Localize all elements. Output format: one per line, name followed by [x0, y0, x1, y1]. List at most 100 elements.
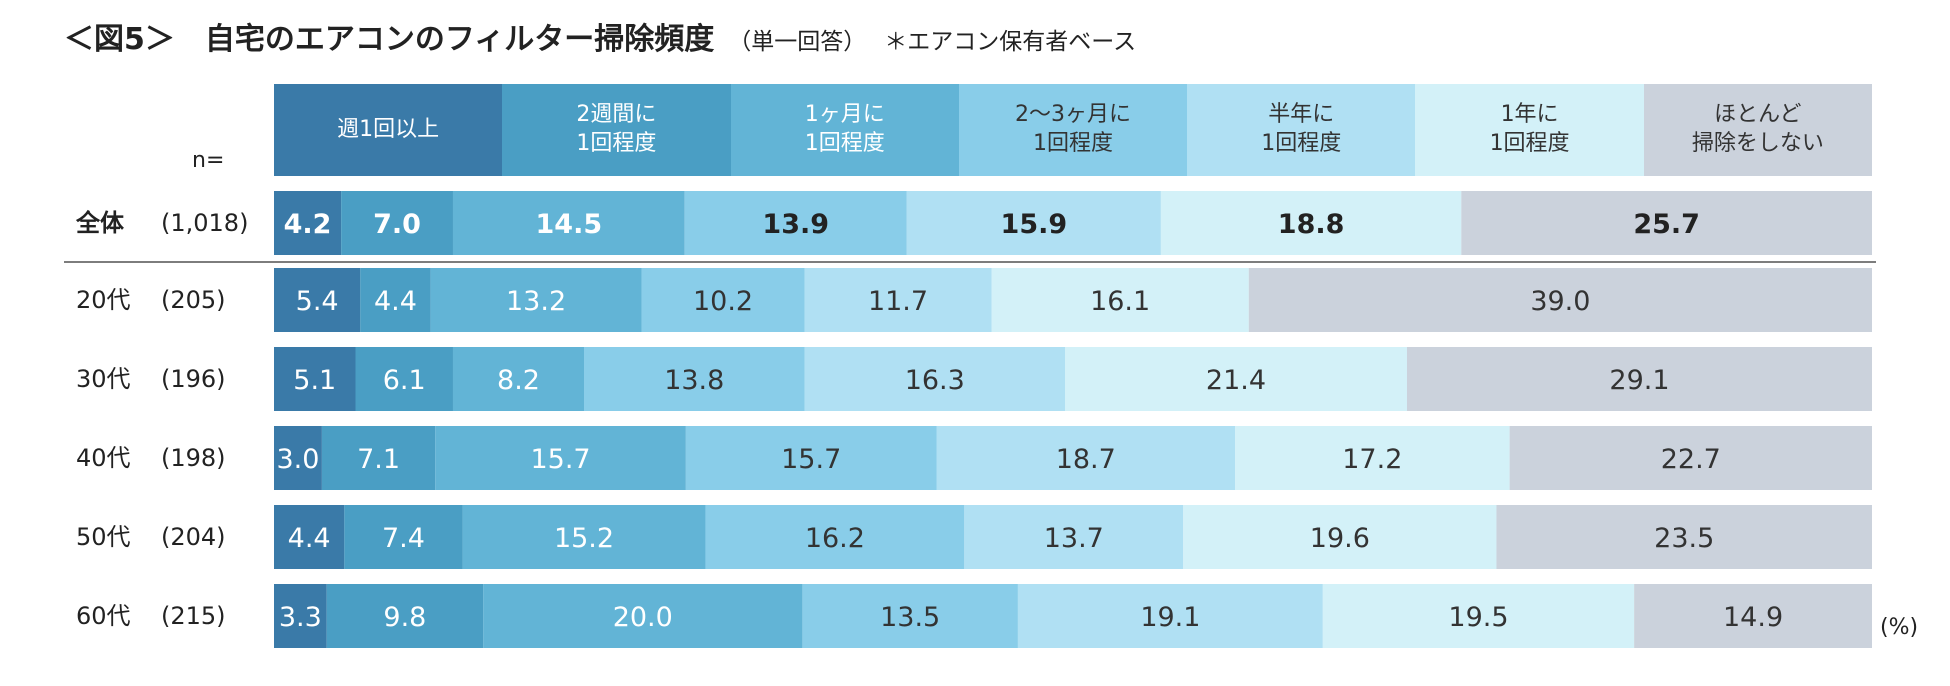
bar-segment — [1248, 268, 1872, 332]
base-note: ＊エアコン保有者ベース — [884, 29, 1137, 55]
bar-segment — [802, 584, 1018, 648]
data-label: 3.0 — [276, 444, 319, 475]
chart-title: ＜図5＞ 自宅のエアコンのフィルター掃除頻度 — [64, 22, 715, 57]
bar-segment — [274, 268, 361, 332]
row-label: 60代 — [76, 602, 131, 630]
row-n: (204) — [161, 523, 226, 551]
bar-segment — [435, 426, 686, 490]
bar-segment — [1634, 584, 1872, 648]
bar-segment — [1461, 191, 1872, 255]
bar-segment — [360, 268, 431, 332]
data-label: 16.2 — [805, 523, 865, 554]
bar-segment — [462, 505, 706, 569]
data-label: 16.1 — [1090, 286, 1150, 317]
legend-header-cell: 半年に 1回程度 — [1187, 84, 1416, 176]
row-label: 20代 — [76, 286, 131, 314]
bar-segment — [1065, 347, 1407, 411]
row-label: 全体 — [75, 209, 125, 237]
data-label: 5.1 — [293, 365, 336, 396]
data-label: 6.1 — [383, 365, 426, 396]
legend-header-cell: 1ヶ月に 1回程度 — [730, 84, 959, 176]
bar-segment — [804, 347, 1066, 411]
data-label: 7.1 — [357, 444, 400, 475]
bar-segment — [321, 426, 436, 490]
unit-label: (%) — [1880, 615, 1919, 640]
bar-segment — [341, 191, 453, 255]
chart-subtitle: （単一回答） — [728, 29, 867, 55]
data-label: 22.7 — [1661, 444, 1721, 475]
bar-segment — [452, 191, 685, 255]
data-label: 4.2 — [284, 209, 332, 240]
data-label: 9.8 — [383, 602, 426, 633]
legend-header-cell: 2週間に 1回程度 — [502, 84, 731, 176]
bar-segment — [274, 584, 327, 648]
data-label: 13.8 — [664, 365, 724, 396]
data-label: 14.5 — [536, 209, 603, 240]
row-label: 50代 — [76, 523, 131, 551]
data-label: 4.4 — [374, 286, 417, 317]
data-label: 23.5 — [1654, 523, 1714, 554]
data-label: 25.7 — [1633, 209, 1700, 240]
data-label: 29.1 — [1609, 365, 1669, 396]
legend-header-cell: 1年に 1回程度 — [1415, 84, 1644, 176]
data-label: 10.2 — [693, 286, 753, 317]
bar-segment — [1406, 347, 1872, 411]
bar-segment — [1322, 584, 1635, 648]
legend-header-cell: ほとんど 掃除をしない — [1643, 84, 1872, 176]
data-label: 15.2 — [554, 523, 614, 554]
data-label: 5.4 — [296, 286, 339, 317]
data-label: 11.7 — [868, 286, 928, 317]
data-label: 3.3 — [279, 602, 322, 633]
row-n: (205) — [161, 286, 226, 314]
legend-header-cell: 週1回以上 — [274, 84, 503, 176]
row-n: (215) — [161, 602, 226, 630]
data-label: 13.9 — [762, 209, 829, 240]
bar-segment — [344, 505, 463, 569]
bar-segment — [355, 347, 453, 411]
bar-segment — [641, 268, 805, 332]
data-label: 39.0 — [1530, 286, 1590, 317]
data-label: 19.1 — [1140, 602, 1200, 633]
bar-segment — [1509, 426, 1872, 490]
legend-header-cell: 2〜3ヶ月に 1回程度 — [958, 84, 1188, 176]
bar-segment — [1017, 584, 1323, 648]
bar-segment — [936, 426, 1236, 490]
data-label: 18.8 — [1278, 209, 1345, 240]
data-label: 8.2 — [497, 365, 540, 396]
data-label: 15.9 — [1001, 209, 1068, 240]
data-label: 7.4 — [382, 523, 425, 554]
bar-segment — [274, 347, 356, 411]
data-label: 15.7 — [781, 444, 841, 475]
bar-segment — [1160, 191, 1462, 255]
bar-segment — [1235, 426, 1510, 490]
bar-segment — [685, 426, 937, 490]
title-row: ＜図5＞ 自宅のエアコンのフィルター掃除頻度 （単一回答） ＊エアコン保有者ベー… — [64, 14, 1136, 64]
bar-segment — [705, 505, 965, 569]
bar-segment — [1183, 505, 1497, 569]
data-label: 20.0 — [613, 602, 673, 633]
bar-segment — [274, 426, 322, 490]
row-n: (198) — [161, 444, 226, 472]
data-label: 13.2 — [506, 286, 566, 317]
data-label: 21.4 — [1206, 365, 1266, 396]
data-label: 15.7 — [530, 444, 590, 475]
bar-segment — [483, 584, 803, 648]
data-label: 13.7 — [1044, 523, 1104, 554]
data-label: 13.5 — [880, 602, 940, 633]
data-label: 16.3 — [905, 365, 965, 396]
bar-segment — [274, 505, 345, 569]
bar-segment — [684, 191, 907, 255]
bar-segment — [584, 347, 805, 411]
data-label: 14.9 — [1723, 602, 1783, 633]
data-label: 17.2 — [1342, 444, 1402, 475]
data-label: 19.6 — [1310, 523, 1370, 554]
bar-segment — [430, 268, 642, 332]
bar-segment — [1496, 505, 1872, 569]
bar-segment — [964, 505, 1184, 569]
data-label: 7.0 — [373, 209, 421, 240]
n-label: n= — [192, 148, 225, 173]
data-label: 19.5 — [1448, 602, 1508, 633]
row-label: 40代 — [76, 444, 131, 472]
data-label: 4.4 — [288, 523, 331, 554]
bar-segment — [804, 268, 992, 332]
